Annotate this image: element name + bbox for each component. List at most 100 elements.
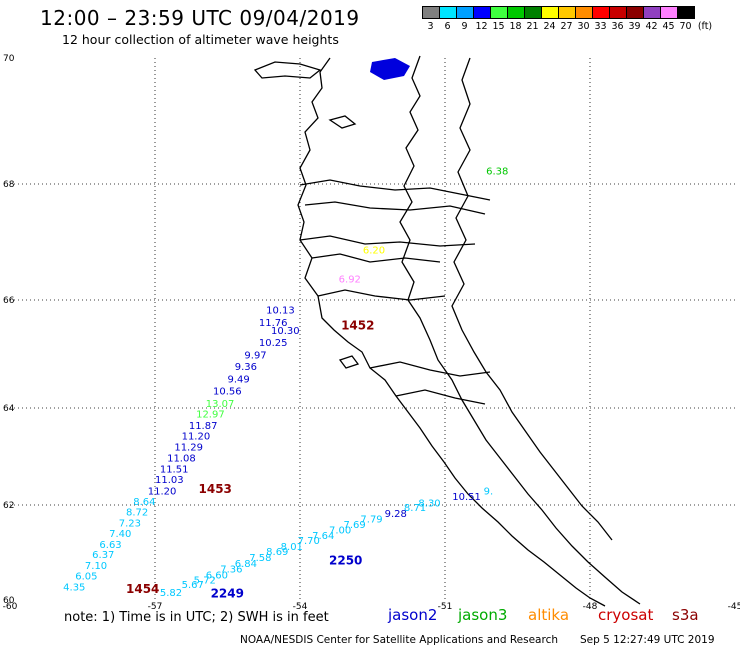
coastline-inner <box>399 55 641 605</box>
colorbar-label: 42 <box>645 21 658 32</box>
wave-height-value: 6.05 <box>75 572 97 583</box>
wave-height-value: 11.03 <box>155 475 184 486</box>
legend-s3a: s3a <box>672 606 699 624</box>
wave-height-value: 4.35 <box>63 583 85 594</box>
pass-time-label: 1454 <box>126 582 159 596</box>
wave-height-value: 11.08 <box>167 453 196 464</box>
wave-height-value: 6.63 <box>99 540 121 551</box>
island-1 <box>253 61 322 79</box>
wave-height-value: 5.82 <box>160 588 182 599</box>
legend-altika: altika <box>528 606 570 624</box>
fjord-6 <box>369 361 491 377</box>
y-tick-label: 68 <box>3 180 15 190</box>
wave-height-value: 10.51 <box>452 492 481 503</box>
wave-height-value: 5.72 <box>194 575 216 586</box>
colorbar-swatches <box>422 6 716 19</box>
page-title: 12:00 – 23:59 UTC 09/04/2019 <box>40 6 360 30</box>
wave-height-value: 8.30 <box>418 498 440 509</box>
wave-height-value: 10.30 <box>271 326 300 337</box>
colorbar-label: 18 <box>509 21 522 32</box>
fjord-4 <box>311 253 441 263</box>
y-tick-label: 60 <box>3 596 15 606</box>
x-tick-label: -57 <box>148 602 163 612</box>
colorbar-label: 70 <box>679 21 692 32</box>
pass-time-label: 2250 <box>329 553 362 567</box>
wave-height-value: 6.84 <box>235 559 257 570</box>
wave-height-value: 7.36 <box>220 564 242 575</box>
wave-height-value: 6.38 <box>486 167 508 178</box>
page-subtitle: 12 hour collection of altimeter wave hei… <box>62 32 339 47</box>
wave-height-value: 7.79 <box>360 515 382 526</box>
wave-height-value: 9.36 <box>235 362 257 373</box>
greenland-coastline <box>253 55 641 607</box>
wave-height-value: 7.64 <box>312 531 334 542</box>
x-tick-label: -54 <box>293 602 308 612</box>
colorbar-label: 36 <box>611 21 624 32</box>
coastline-main <box>297 57 606 607</box>
wave-height-value: 5.67 <box>182 580 204 591</box>
wave-height-value: 12.97 <box>196 410 225 421</box>
wave-height-value: 7.23 <box>119 518 141 529</box>
wave-height-value: 10.13 <box>266 306 295 317</box>
fjord-2 <box>304 201 486 215</box>
pass-time-labels: 1454 1453 1452 2249 2250 <box>126 319 374 601</box>
colorbar-label: 21 <box>526 21 539 32</box>
colorbar-label: 33 <box>594 21 607 32</box>
wave-height-value: 11.76 <box>259 318 288 329</box>
wave-height-value: 11.20 <box>182 432 211 443</box>
wave-height-value: 9.28 <box>385 509 407 520</box>
colorbar-unit: (ft) <box>697 21 713 32</box>
island-3 <box>338 355 360 369</box>
wave-height-value: 8.64 <box>133 497 155 508</box>
wave-height-value: 6.92 <box>339 275 361 286</box>
wave-height-value: 7.58 <box>249 553 271 564</box>
pass-time-label: 1453 <box>199 482 232 496</box>
pass-time-label: 1452 <box>341 319 374 333</box>
legend-jason3: jason3 <box>458 606 508 624</box>
wave-height-value: 9.49 <box>228 375 250 386</box>
colorbar-label: 24 <box>543 21 556 32</box>
fjord-3 <box>299 235 476 247</box>
wave-height-value: 11.29 <box>174 443 203 454</box>
agency-footer: NOAA/NESDIS Center for Satellite Applica… <box>240 634 558 646</box>
x-tick-label: -60 <box>3 602 18 612</box>
wave-height-colorbar: 3 6 9 12 15 18 21 24 27 30 33 36 39 42 45 70 (ft) <box>422 6 716 32</box>
wave-height-labels: 4.356.057.106.376.637.407.238.728.6411.2… <box>63 167 508 600</box>
wave-height-value: 10.25 <box>259 338 288 349</box>
colorbar-label: 27 <box>560 21 573 32</box>
x-tick-label: -45 <box>728 602 740 612</box>
lat-lon-grid: -60 -57 -54 -51 -48 -45 60 62 64 66 68 70 <box>3 54 740 612</box>
y-tick-label: 66 <box>3 296 15 306</box>
colorbar-label: 6 <box>444 21 451 32</box>
wave-height-value: 9. <box>484 486 494 497</box>
wave-height-value: 7.40 <box>109 529 131 540</box>
wave-height-value: 7.00 <box>329 526 351 537</box>
colorbar-label: 30 <box>577 21 590 32</box>
coastline-east <box>451 57 613 541</box>
wave-height-value: 8.72 <box>126 507 148 518</box>
generated-timestamp: Sep 5 12:27:49 UTC 2019 <box>580 634 715 646</box>
colorbar-swatch <box>677 6 695 19</box>
colorbar-label: 15 <box>492 21 505 32</box>
wave-height-value: 6.60 <box>206 571 228 582</box>
pass-time-label: 2249 <box>211 587 244 601</box>
fjord-7 <box>395 389 486 405</box>
y-tick-label: 64 <box>3 404 15 414</box>
wave-height-value: 10.56 <box>213 387 242 398</box>
colorbar-labels: 3 6 9 12 15 18 21 24 27 30 33 36 39 42 45 70 (ft) <box>422 21 716 32</box>
legend-cryosat: cryosat <box>598 606 654 624</box>
colorbar-label: 12 <box>475 21 488 32</box>
x-tick-label: -48 <box>583 602 598 612</box>
wave-height-value: 7.10 <box>85 561 107 572</box>
colorbar-label: 39 <box>628 21 641 32</box>
wave-height-value: 11.51 <box>160 465 189 476</box>
legend-jason2: jason2 <box>388 606 438 624</box>
wave-height-value: 7.70 <box>298 536 320 547</box>
wave-height-value: 11.20 <box>148 486 177 497</box>
ice-patch <box>370 58 410 80</box>
wave-height-value: 7.69 <box>344 520 366 531</box>
island-2 <box>328 115 357 129</box>
fjord-1 <box>299 179 491 201</box>
wave-height-value: 13.07 <box>206 399 235 410</box>
